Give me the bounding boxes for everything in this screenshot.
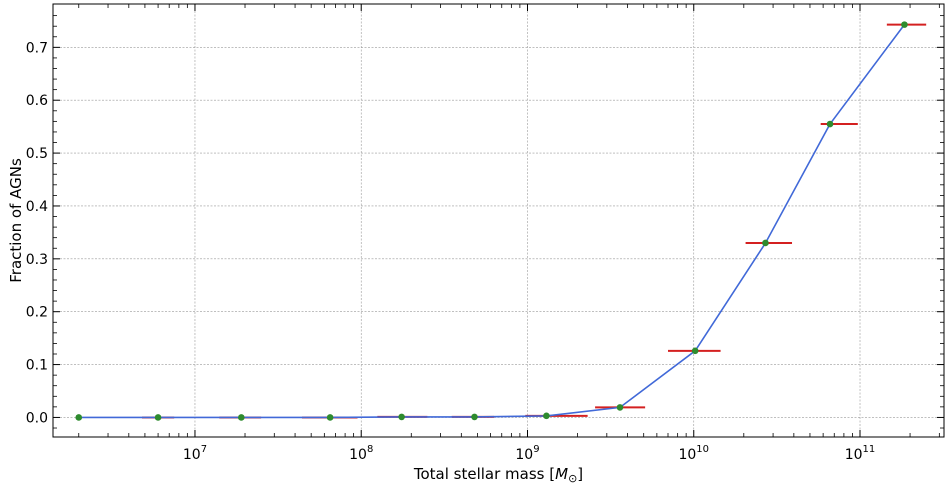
data-point [154,414,162,421]
y-tick-label: 0.1 [26,358,48,374]
data-point [398,413,405,421]
data-point [826,120,834,128]
minor-ticks [53,4,944,437]
x-tick-label: 108 [349,444,373,463]
y-tick-label: 0.0 [26,410,48,426]
error-bars [141,23,927,419]
x-tick-label: 1011 [845,444,876,463]
plot-frame [52,3,945,438]
y-tick-label: 0.3 [26,252,48,268]
y-tick-label: 0.5 [26,146,48,162]
data-point [762,239,769,247]
data-point [616,404,624,411]
x-tick-label: 109 [515,444,539,463]
series-line [78,24,906,419]
data-markers [75,21,908,421]
data-point [326,414,334,421]
data-point [75,414,83,421]
data-point [471,413,478,421]
x-tick-labels: 107 108 109 1010 1011 [183,444,875,463]
y-axis-label: Fraction of AGNs [7,158,25,283]
major-ticks [53,4,944,437]
x-tick-label: 107 [183,444,207,463]
x-tick-label: 1010 [678,444,709,463]
grid-lines [53,4,944,437]
y-tick-label: 0.6 [26,93,48,109]
data-point [238,414,245,421]
series-line-group [78,24,906,419]
y-tick-label: 0.4 [26,199,48,215]
data-point [691,347,699,355]
x-axis-label: Total stellar mass [M⊙] [413,465,583,485]
y-tick-label: 0.7 [26,40,48,56]
y-tick-labels: 0.0 0.1 0.2 0.3 0.4 0.5 0.6 0.7 [26,40,48,426]
y-tick-label: 0.2 [26,305,48,321]
data-point [543,412,550,420]
data-point [901,21,908,28]
